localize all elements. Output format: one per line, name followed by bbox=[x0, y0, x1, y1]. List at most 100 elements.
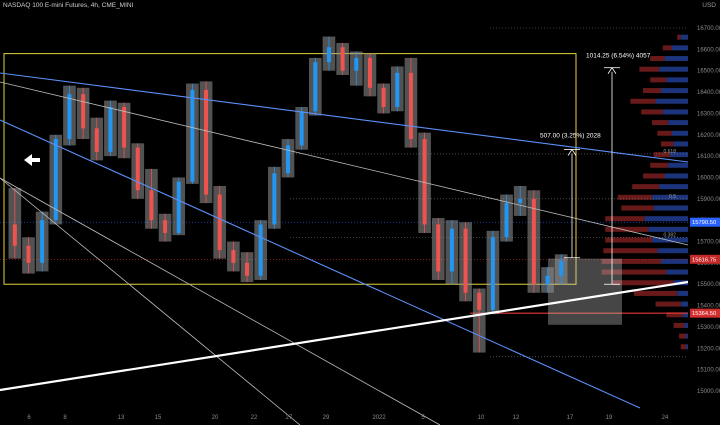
fib-label: 0.382 bbox=[663, 232, 676, 238]
candle-body bbox=[326, 47, 331, 63]
grey-fan-line-2 bbox=[0, 177, 301, 425]
volume-profile-buy-bar bbox=[661, 88, 688, 94]
candle-body bbox=[258, 224, 263, 276]
y-tick-label: 15700.00 bbox=[697, 240, 720, 246]
price-badge bbox=[690, 217, 720, 227]
candle-body bbox=[559, 260, 564, 276]
support-trend-line bbox=[0, 280, 689, 392]
volume-profile-sell-bar bbox=[643, 173, 665, 179]
volume-profile-buy-bar bbox=[653, 205, 688, 211]
x-tick-label: 17 bbox=[567, 415, 574, 421]
y-tick-label: 16700.00 bbox=[697, 26, 720, 32]
volume-profile-buy-bar bbox=[659, 66, 688, 72]
volume-profile-buy-bar bbox=[661, 258, 688, 264]
volume-profile-buy-bar bbox=[671, 130, 688, 136]
volume-profile-buy-bar bbox=[657, 248, 688, 254]
y-tick-label: 16500.00 bbox=[697, 69, 720, 75]
candle-body bbox=[272, 173, 277, 225]
volume-profile-sell-bar bbox=[634, 290, 678, 296]
volume-profile-buy-bar bbox=[664, 173, 688, 179]
y-tick-label: 15300.00 bbox=[697, 325, 720, 331]
volume-profile-sell-bar bbox=[657, 130, 672, 136]
candle-body bbox=[422, 139, 427, 225]
fib-label: 0.5 bbox=[669, 194, 676, 200]
volume-profile-sell-bar bbox=[650, 56, 665, 62]
candle-body bbox=[81, 94, 86, 129]
y-tick-label: 15000.00 bbox=[697, 389, 720, 395]
candle-body bbox=[490, 237, 495, 310]
volume-profile-sell-bar bbox=[605, 216, 645, 222]
y-tick-label: 15200.00 bbox=[697, 346, 720, 352]
candle-body bbox=[190, 89, 195, 182]
x-tick-label: 29 bbox=[323, 415, 330, 421]
candle-body bbox=[53, 139, 58, 221]
candle-body bbox=[381, 87, 386, 108]
price-badge-label: 15790.50 bbox=[692, 220, 716, 226]
volume-profile-sell-bar bbox=[680, 344, 687, 350]
candle-body bbox=[26, 245, 31, 263]
volume-profile-buy-bar bbox=[668, 120, 688, 126]
currency-label: USD bbox=[702, 2, 716, 9]
volume-profile-sell-bar bbox=[605, 237, 652, 243]
x-tick-label: 10 bbox=[478, 415, 485, 421]
volume-profile-sell-bar bbox=[661, 141, 674, 147]
candle-body bbox=[108, 107, 113, 152]
measure-small-label: 507.00 (3.25%) 2028 bbox=[540, 132, 601, 139]
range-box bbox=[3, 53, 577, 285]
candle-body bbox=[135, 147, 140, 191]
y-tick-label: 16000.00 bbox=[697, 175, 720, 181]
y-tick-label: 16200.00 bbox=[697, 133, 720, 139]
volume-profile-buy-bar bbox=[652, 237, 688, 243]
volume-profile-buy-bar bbox=[677, 290, 688, 296]
volume-profile-sell-bar bbox=[630, 98, 656, 104]
candle-body bbox=[40, 220, 45, 263]
volume-profile-buy-bar bbox=[671, 45, 688, 51]
candle-body bbox=[531, 198, 536, 285]
volume-profile-buy-bar bbox=[673, 141, 688, 147]
lower-trend-line bbox=[0, 119, 641, 409]
candle-body bbox=[245, 262, 250, 276]
y-tick-label: 16300.00 bbox=[697, 111, 720, 117]
volume-profile-buy-bar bbox=[662, 109, 688, 115]
candle-body bbox=[299, 111, 304, 146]
x-tick-label: 6 bbox=[27, 415, 31, 421]
volume-profile-sell-bar bbox=[650, 162, 669, 168]
volume-profile-buy-bar bbox=[652, 194, 688, 200]
volume-profile-sell-bar bbox=[603, 248, 658, 254]
candle-body bbox=[408, 72, 413, 140]
volume-profile-buy-bar bbox=[670, 152, 688, 158]
candle-body bbox=[504, 203, 509, 238]
y-tick-label: 16100.00 bbox=[697, 154, 720, 160]
volume-profile-sell-bar bbox=[641, 109, 663, 115]
volume-profile-sell-bar bbox=[655, 301, 681, 307]
candle-body bbox=[367, 57, 372, 88]
y-tick-label: 15500.00 bbox=[697, 282, 720, 288]
price-badge bbox=[690, 254, 720, 264]
x-tick-label: 13 bbox=[118, 415, 125, 421]
volume-profile-sell-bar bbox=[666, 312, 683, 318]
candle-body bbox=[436, 224, 441, 272]
price-badge-label: 15616.75 bbox=[692, 257, 716, 263]
volume-profile-sell-bar bbox=[605, 226, 649, 232]
volume-profile-buy-bar bbox=[648, 226, 688, 232]
candle-body bbox=[545, 275, 550, 285]
candle-body bbox=[449, 228, 454, 272]
y-tick-label: 15400.00 bbox=[697, 304, 720, 310]
candle-body bbox=[518, 198, 523, 204]
x-tick-label: 19 bbox=[606, 415, 613, 421]
candle-body bbox=[340, 47, 345, 71]
grey-fan-line-1 bbox=[0, 177, 441, 425]
candle-body bbox=[94, 128, 99, 152]
price-badge-label: 15364.50 bbox=[692, 311, 716, 317]
x-tick-label: 22 bbox=[251, 415, 258, 421]
candle-body bbox=[204, 89, 209, 195]
volume-profile-sell-bar bbox=[639, 66, 660, 72]
volume-profile-buy-bar bbox=[680, 301, 688, 307]
volume-profile-sell-bar bbox=[601, 269, 667, 275]
volume-profile-sell-bar bbox=[662, 45, 672, 51]
x-tick-label: 5 bbox=[421, 415, 425, 421]
candle-body bbox=[149, 190, 154, 221]
volume-profile-sell-bar bbox=[612, 280, 674, 286]
